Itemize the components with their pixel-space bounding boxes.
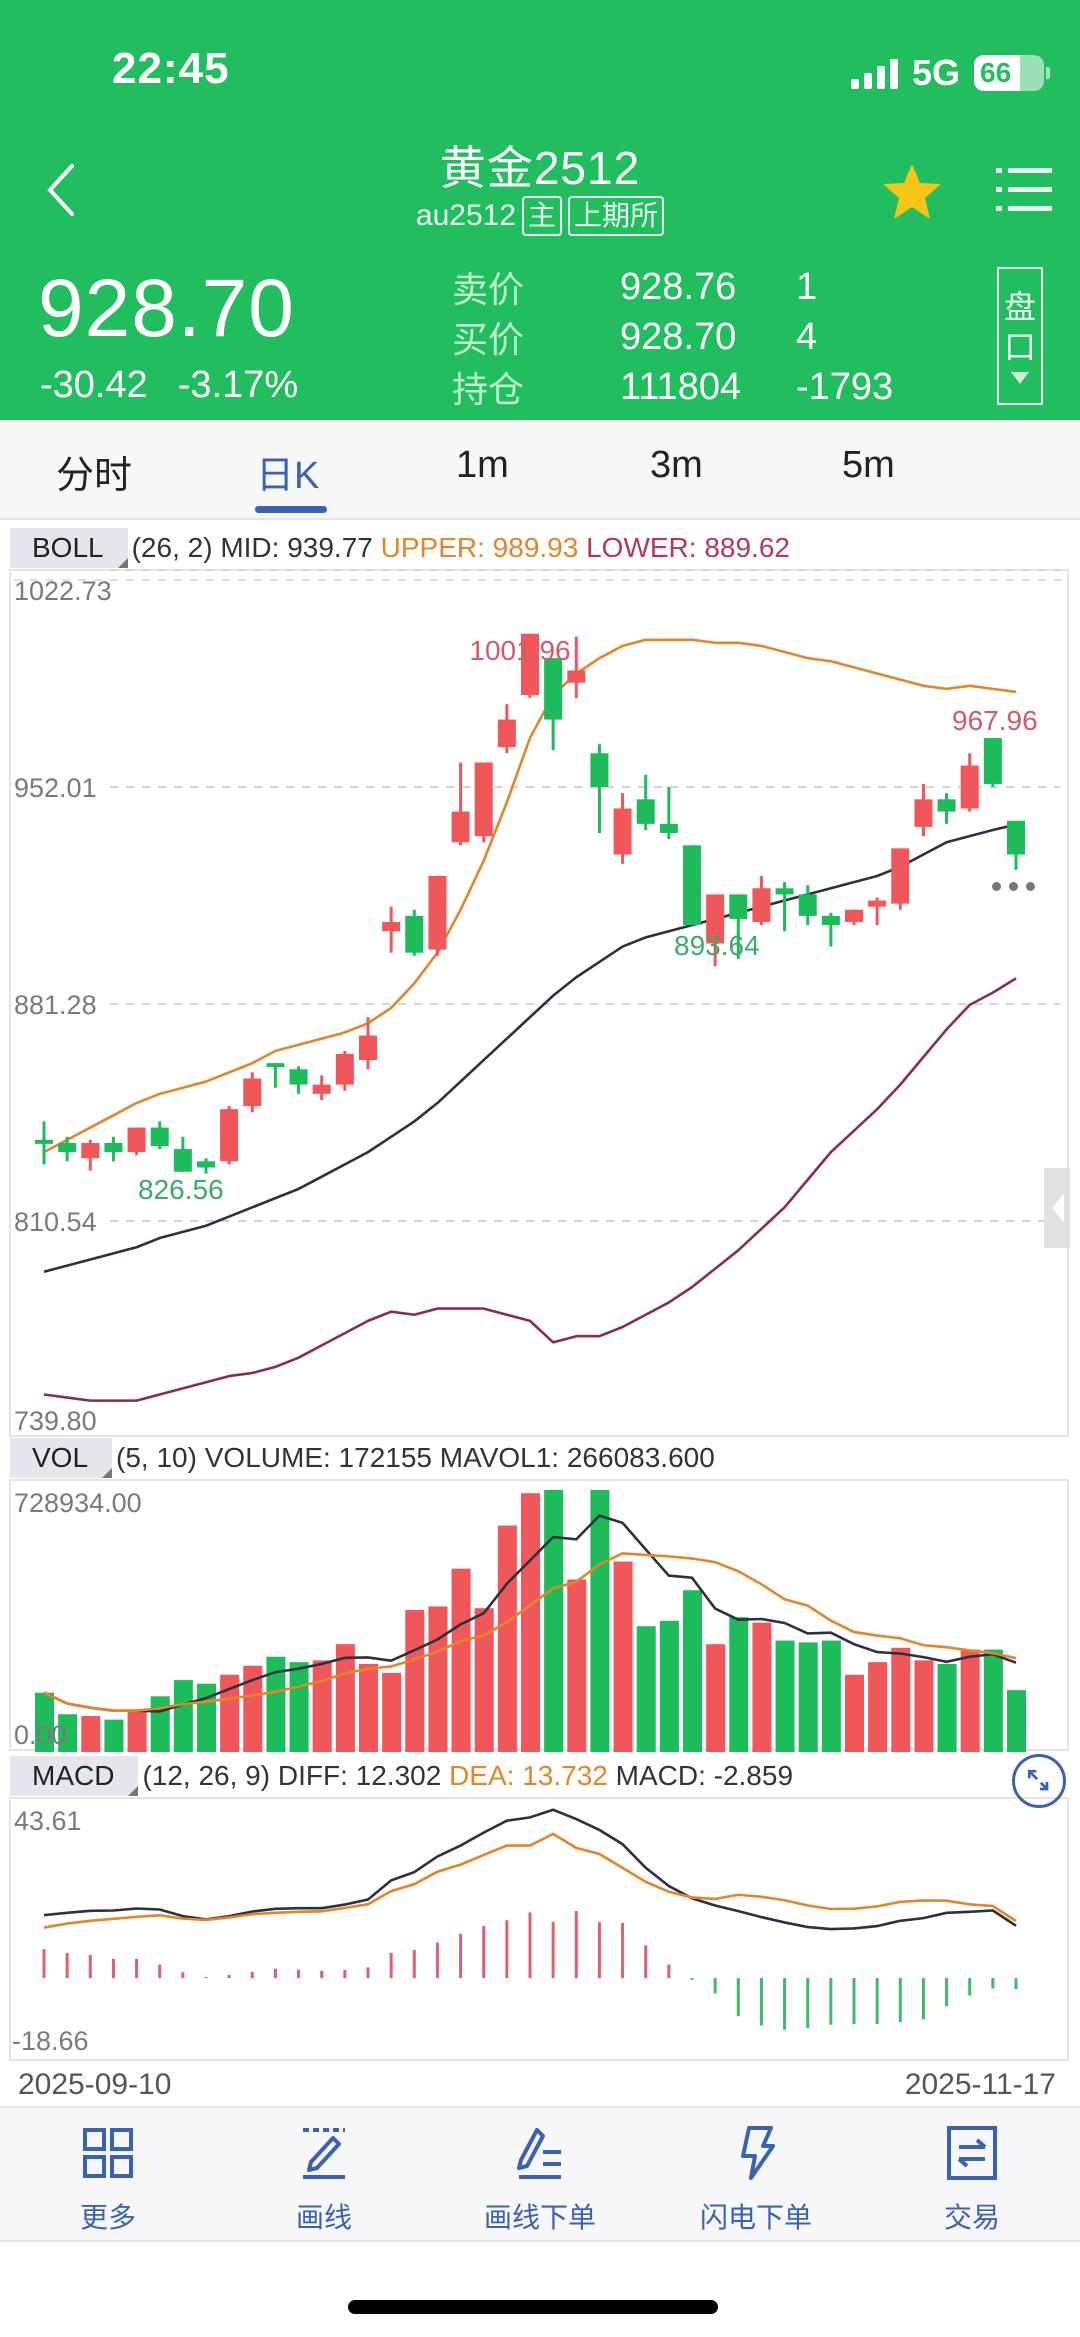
macd-params: (12, 26, 9) bbox=[142, 1760, 271, 1791]
more-periods-icon[interactable] bbox=[992, 882, 1035, 891]
main-contract-tag: 主 bbox=[522, 196, 563, 236]
quote-header: 22:45 5G 66 黄金2512 au2512 主 上期所 928.70 -… bbox=[0, 0, 1080, 420]
exchange-tag: 上期所 bbox=[568, 196, 665, 236]
home-indicator[interactable] bbox=[348, 2300, 718, 2314]
svg-text:893.64: 893.64 bbox=[674, 930, 760, 961]
grid-icon bbox=[83, 2128, 133, 2178]
back-icon[interactable] bbox=[38, 160, 86, 220]
favorite-star-icon[interactable] bbox=[880, 160, 944, 224]
svg-text:826.56: 826.56 bbox=[138, 1174, 224, 1205]
vol-indicator-header: VOL (5, 10) VOLUME: 172155 MAVOL1: 26608… bbox=[10, 1438, 715, 1478]
open-interest-label: 持仓 bbox=[452, 369, 525, 410]
macd-indicator-button[interactable]: MACD bbox=[10, 1756, 139, 1796]
svg-text:967.96: 967.96 bbox=[952, 705, 1038, 736]
period-tabs: 分时 日K 1m 3m 5m bbox=[0, 420, 1080, 891]
battery-level: 66 bbox=[980, 57, 1012, 88]
draw-line-order-label: 画线下单 bbox=[483, 2202, 596, 2233]
flash-order-label: 闪电下单 bbox=[699, 2202, 812, 2233]
order-book-toggle-button[interactable]: 盘 口 bbox=[997, 267, 1043, 405]
open-interest-change: -1793 bbox=[796, 365, 894, 408]
macd-indicator-header: MACD (12, 26, 9) DIFF: 12.302 DEA: 13.73… bbox=[10, 1756, 793, 1796]
draw-line-label: 画线 bbox=[295, 2202, 352, 2233]
flash-order-button[interactable]: 闪电下单 bbox=[648, 2108, 864, 2240]
active-tab-indicator bbox=[255, 506, 327, 513]
exchange-icon bbox=[947, 2126, 997, 2180]
tab-5m[interactable]: 5m bbox=[842, 444, 895, 486]
svg-text:952.01: 952.01 bbox=[14, 773, 97, 803]
macd-diff: DIFF: 12.302 bbox=[277, 1760, 442, 1791]
draw-line-order-button[interactable]: 画线下单 bbox=[432, 2108, 648, 2240]
tab-3m[interactable]: 3m bbox=[650, 444, 703, 486]
vol-volume: VOLUME: 172155 bbox=[204, 1442, 432, 1473]
vol-indicator-button[interactable]: VOL bbox=[10, 1438, 113, 1478]
order-book-label-2: 口 bbox=[1003, 329, 1036, 365]
svg-text:881.28: 881.28 bbox=[14, 990, 97, 1020]
boll-upper: UPPER: 989.93 bbox=[380, 532, 579, 563]
tab-daily-k[interactable]: 日K bbox=[256, 455, 320, 497]
order-book-label-1: 盘 bbox=[1003, 289, 1036, 325]
change-percent: -3.17% bbox=[177, 364, 299, 406]
ask-price: 928.76 bbox=[620, 265, 737, 308]
boll-indicator-button[interactable]: BOLL bbox=[10, 528, 128, 568]
more-label: 更多 bbox=[79, 2202, 136, 2233]
svg-text:1022.73: 1022.73 bbox=[14, 576, 112, 606]
svg-text:810.54: 810.54 bbox=[14, 1207, 97, 1237]
boll-mid: MID: 939.77 bbox=[220, 532, 373, 563]
change-amount: -30.42 bbox=[40, 364, 148, 406]
vol-params: (5, 10) bbox=[116, 1442, 197, 1473]
ask-row: 卖价 928.76 1 bbox=[452, 262, 916, 312]
svg-text:1001.96: 1001.96 bbox=[469, 635, 570, 666]
contract-symbol: au2512 bbox=[415, 199, 517, 232]
open-interest-value: 111804 bbox=[620, 365, 742, 408]
dropdown-triangle-icon bbox=[1011, 372, 1029, 384]
svg-text:739.80: 739.80 bbox=[14, 1406, 97, 1436]
draw-line-button[interactable]: 画线 bbox=[216, 2108, 432, 2240]
menu-list-icon[interactable] bbox=[994, 162, 1054, 218]
page-title: 黄金2512 bbox=[439, 142, 641, 194]
pen-draw-icon bbox=[303, 2128, 345, 2179]
more-button[interactable]: 更多 bbox=[0, 2108, 216, 2240]
contract-subtitle: au2512 主 上期所 bbox=[0, 196, 1080, 236]
lightning-icon bbox=[741, 2126, 775, 2180]
svg-text:728934.00: 728934.00 bbox=[14, 1488, 142, 1518]
boll-params: (26, 2) bbox=[131, 532, 213, 563]
tab-1m[interactable]: 1m bbox=[456, 444, 509, 486]
battery-icon: 66 bbox=[974, 55, 1044, 91]
expand-chart-icon[interactable] bbox=[1012, 1754, 1066, 1808]
ask-qty: 1 bbox=[796, 265, 818, 308]
status-time: 22:45 bbox=[112, 44, 230, 93]
start-date: 2025-09-10 bbox=[18, 2068, 172, 2101]
quote-table: 卖价 928.76 1 买价 928.70 4 持仓 111804 -1793 bbox=[452, 262, 916, 412]
bottom-toolbar: 更多 画线 画线下单 闪电下单 交易 bbox=[0, 2106, 1080, 2242]
pen-order-icon bbox=[517, 2128, 561, 2179]
vol-mavol1: MAVOL1: 266083.600 bbox=[439, 1442, 715, 1473]
last-price: 928.70 bbox=[38, 263, 295, 354]
open-interest-row: 持仓 111804 -1793 bbox=[452, 362, 916, 412]
svg-text:43.61: 43.61 bbox=[14, 1806, 82, 1836]
trade-button[interactable]: 交易 bbox=[864, 2108, 1080, 2240]
macd-dea: DEA: 13.732 bbox=[449, 1760, 608, 1791]
end-date: 2025-11-17 bbox=[904, 2068, 1056, 2101]
price-change: -30.42 -3.17% bbox=[40, 364, 298, 407]
bid-price: 928.70 bbox=[620, 315, 737, 358]
macd-value: MACD: -2.859 bbox=[615, 1760, 794, 1791]
network-type: 5G bbox=[911, 52, 960, 93]
trade-label: 交易 bbox=[943, 2202, 1000, 2233]
svg-text:0.00: 0.00 bbox=[14, 1720, 67, 1750]
bid-qty: 4 bbox=[796, 315, 818, 358]
boll-lower: LOWER: 889.62 bbox=[586, 532, 790, 563]
bid-label: 买价 bbox=[452, 319, 525, 360]
status-indicators: 5G 66 bbox=[850, 52, 1050, 94]
signal-icon bbox=[850, 57, 898, 89]
svg-text:-18.66: -18.66 bbox=[12, 2026, 89, 2056]
boll-indicator-header: BOLL (26, 2) MID: 939.77 UPPER: 989.93 L… bbox=[10, 528, 790, 568]
ask-label: 卖价 bbox=[452, 269, 525, 310]
bid-row: 买价 928.70 4 bbox=[452, 312, 916, 362]
tab-intraday[interactable]: 分时 bbox=[56, 455, 133, 497]
